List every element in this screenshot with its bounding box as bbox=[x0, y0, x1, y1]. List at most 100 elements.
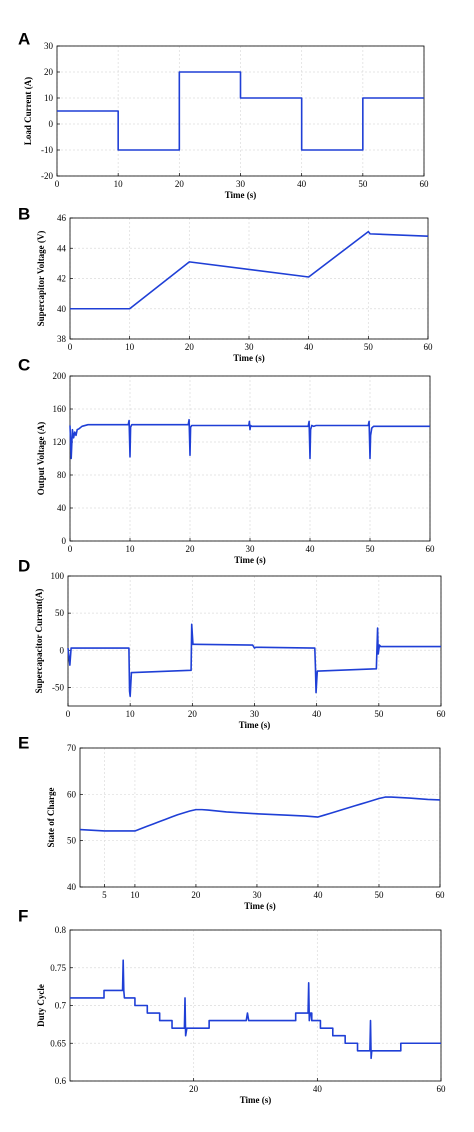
x-tick-label: 0 bbox=[55, 179, 60, 189]
x-tick-label: 40 bbox=[313, 1084, 323, 1094]
panel-letter: C bbox=[18, 355, 30, 374]
x-tick-label: 30 bbox=[245, 342, 255, 352]
y-axis-label: Supercapacitor Current(A) bbox=[34, 589, 44, 694]
y-tick-label: 70 bbox=[67, 743, 77, 753]
x-tick-label: 30 bbox=[252, 890, 262, 900]
x-tick-label: 10 bbox=[130, 890, 140, 900]
y-tick-label: -50 bbox=[52, 682, 64, 692]
y-tick-label: -20 bbox=[41, 171, 53, 181]
x-tick-label: 0 bbox=[68, 342, 73, 352]
series-line bbox=[70, 230, 429, 310]
y-tick-label: 40 bbox=[67, 882, 77, 892]
x-tick-label: 60 bbox=[420, 179, 430, 189]
y-tick-label: 20 bbox=[44, 67, 54, 77]
x-tick-label: 50 bbox=[374, 709, 384, 719]
y-tick-label: 200 bbox=[53, 371, 67, 381]
y-tick-label: 46 bbox=[57, 213, 67, 223]
x-axis-label: Time (s) bbox=[239, 720, 271, 730]
x-tick-label: 5 bbox=[102, 890, 107, 900]
y-tick-label: 100 bbox=[51, 571, 65, 581]
panel-letter: B bbox=[18, 204, 30, 223]
y-tick-label: 0.75 bbox=[50, 963, 66, 973]
panel-letter: A bbox=[18, 29, 30, 48]
y-tick-label: 40 bbox=[57, 503, 67, 513]
x-tick-label: 30 bbox=[246, 544, 256, 554]
y-tick-label: 80 bbox=[57, 470, 67, 480]
panel-letter: F bbox=[18, 906, 28, 925]
y-tick-label: 42 bbox=[57, 274, 66, 284]
y-tick-label: 0.65 bbox=[50, 1038, 66, 1048]
x-tick-label: 50 bbox=[374, 890, 384, 900]
x-tick-label: 10 bbox=[114, 179, 124, 189]
x-tick-label: 20 bbox=[186, 544, 196, 554]
y-tick-label: 30 bbox=[44, 41, 54, 51]
x-tick-label: 40 bbox=[297, 179, 307, 189]
x-tick-label: 30 bbox=[250, 709, 260, 719]
x-axis-label: Time (s) bbox=[234, 555, 266, 565]
x-tick-label: 40 bbox=[306, 544, 316, 554]
x-axis-label: Time (s) bbox=[225, 190, 257, 200]
x-axis-label: Time (s) bbox=[233, 353, 265, 363]
x-tick-label: 50 bbox=[358, 179, 368, 189]
x-tick-label: 20 bbox=[175, 179, 185, 189]
x-tick-label: 60 bbox=[437, 709, 447, 719]
x-tick-label: 20 bbox=[189, 1084, 199, 1094]
x-tick-label: 20 bbox=[185, 342, 195, 352]
chart-panel-d: D 0 10 20 30 40 50 60 -50 0 50 100 Time (s) Supercapa… bbox=[18, 556, 446, 730]
x-tick-label: 10 bbox=[126, 544, 136, 554]
x-tick-label: 50 bbox=[366, 544, 376, 554]
x-tick-label: 50 bbox=[364, 342, 374, 352]
y-tick-label: 38 bbox=[57, 334, 67, 344]
series-line bbox=[69, 418, 430, 460]
y-tick-label: 0 bbox=[62, 536, 67, 546]
x-tick-label: 30 bbox=[236, 179, 246, 189]
y-axis-label: State of Charge bbox=[46, 788, 56, 848]
y-tick-label: 160 bbox=[53, 404, 67, 414]
x-tick-label: 40 bbox=[312, 709, 322, 719]
y-tick-label: 40 bbox=[57, 304, 67, 314]
y-tick-label: 0.7 bbox=[55, 1001, 67, 1011]
y-tick-label: 0.6 bbox=[55, 1076, 67, 1086]
y-tick-label: 120 bbox=[53, 437, 67, 447]
x-tick-label: 0 bbox=[68, 544, 73, 554]
x-tick-label: 10 bbox=[126, 709, 136, 719]
series-line bbox=[79, 796, 441, 832]
y-tick-label: 10 bbox=[44, 93, 54, 103]
x-tick-label: 20 bbox=[188, 709, 198, 719]
x-tick-label: 0 bbox=[66, 709, 71, 719]
x-tick-label: 20 bbox=[191, 890, 201, 900]
y-tick-label: 60 bbox=[67, 789, 77, 799]
series-line bbox=[70, 959, 441, 1060]
panel-letter: E bbox=[18, 733, 29, 752]
x-tick-label: 40 bbox=[313, 890, 323, 900]
x-tick-label: 60 bbox=[424, 342, 434, 352]
y-tick-label: -10 bbox=[41, 145, 53, 155]
chart-panel-b: B 0 10 20 30 40 50 60 38 40 42 44 46 Time (s) Supercap… bbox=[18, 204, 433, 363]
x-axis-label: Time (s) bbox=[240, 1095, 272, 1105]
plot-frame bbox=[79, 747, 441, 888]
y-axis-label: Supercapitor Voltage (V) bbox=[36, 231, 46, 327]
chart-panel-f: F 20 40 60 0.6 0.65 0.7 0.75 0.8 Time (s) Duty Cyc… bbox=[18, 906, 446, 1105]
y-tick-label: 0.8 bbox=[55, 925, 67, 935]
y-axis-label: Duty Cycle bbox=[36, 984, 46, 1027]
y-axis-label: Output Voltage (A) bbox=[36, 422, 46, 496]
x-tick-label: 40 bbox=[304, 342, 314, 352]
y-tick-label: 50 bbox=[67, 836, 77, 846]
chart-panel-e: E 5 10 20 30 40 50 60 40 50 60 70 Time (s) State of C… bbox=[18, 733, 445, 911]
x-tick-label: 60 bbox=[437, 1084, 447, 1094]
y-tick-label: 50 bbox=[55, 608, 65, 618]
series-line bbox=[67, 623, 441, 698]
chart-panel-c: C 0 10 20 30 40 50 60 0 40 80 120 160 200 Time (s) Outp… bbox=[18, 355, 435, 565]
x-tick-label: 60 bbox=[426, 544, 436, 554]
y-axis-label: Load Current (A) bbox=[23, 77, 33, 145]
y-tick-label: 0 bbox=[49, 119, 54, 129]
x-tick-label: 60 bbox=[436, 890, 446, 900]
panel-letter: D bbox=[18, 556, 30, 575]
x-axis-label: Time (s) bbox=[244, 901, 276, 911]
series-line bbox=[57, 71, 424, 151]
y-tick-label: 44 bbox=[57, 243, 67, 253]
x-tick-label: 10 bbox=[125, 342, 135, 352]
y-tick-label: 0 bbox=[60, 645, 65, 655]
